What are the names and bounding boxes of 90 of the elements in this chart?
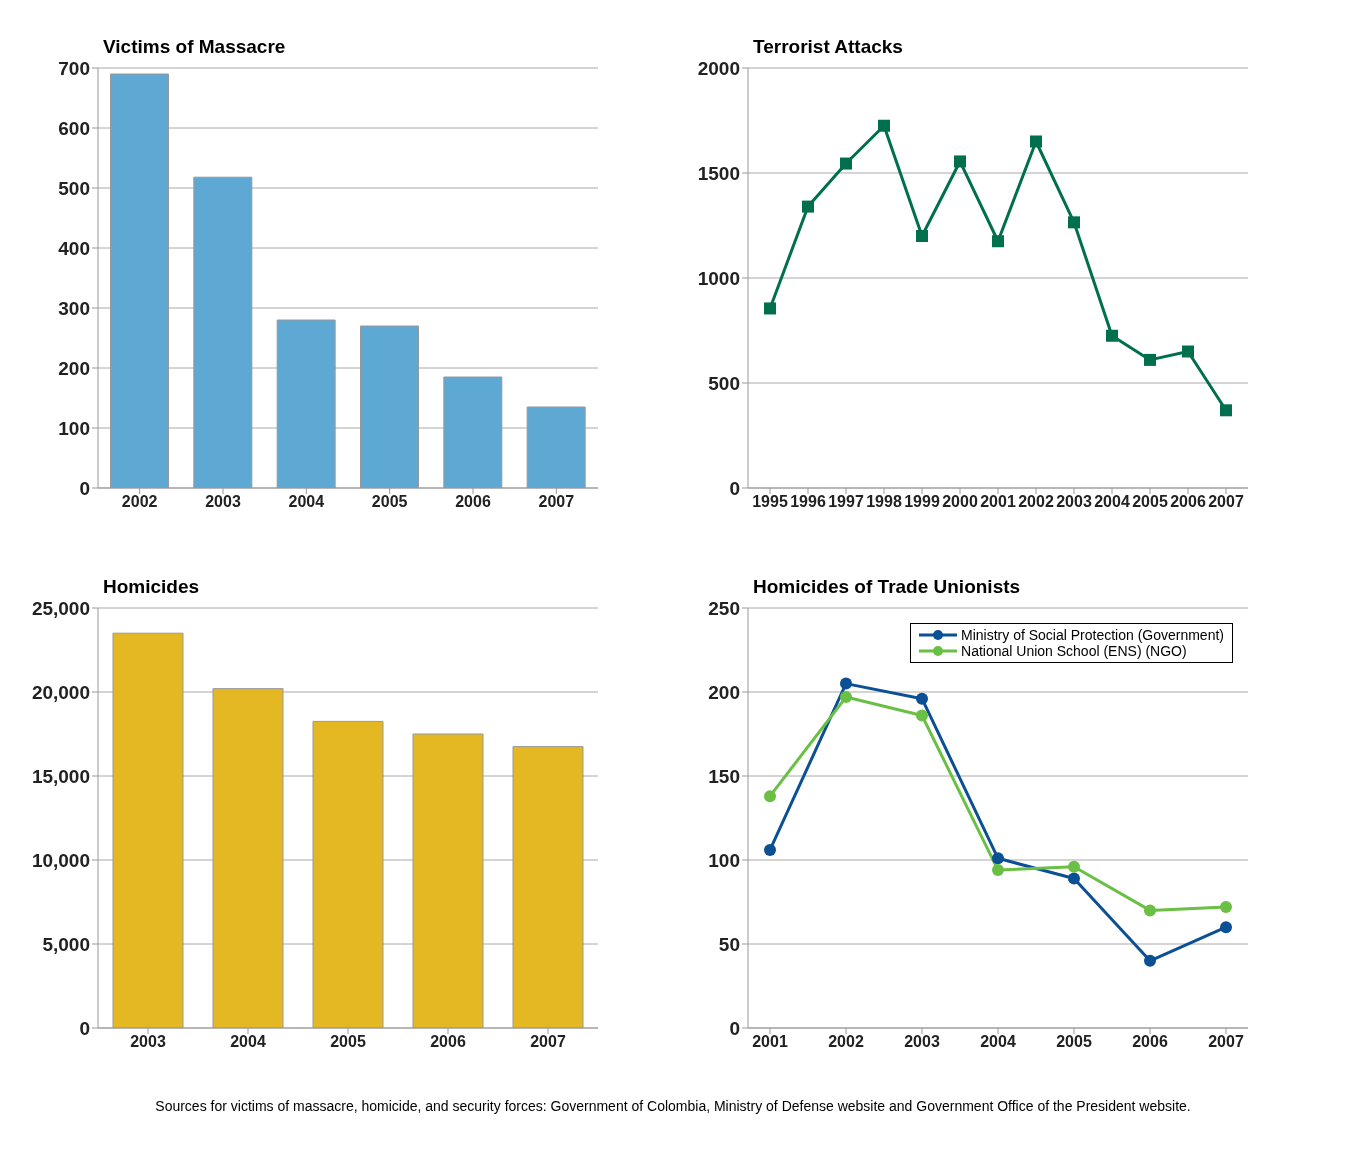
x-tick-label: 2003: [1056, 493, 1092, 511]
point: [1106, 329, 1118, 342]
x-tick-label: 2001: [980, 493, 1016, 511]
x-tick-label: 2004: [230, 1033, 266, 1051]
y-tick-label: 0: [729, 1017, 740, 1039]
x-tick-label: 1996: [790, 493, 826, 511]
point: [1220, 901, 1232, 914]
x-tick-label: 1999: [904, 493, 940, 511]
point: [840, 691, 852, 704]
point: [916, 230, 928, 242]
y-tick-label: 600: [58, 117, 90, 139]
x-tick-label: 2007: [538, 493, 575, 511]
y-tick-label: 5,000: [42, 933, 90, 955]
x-tick-label: 2006: [1170, 493, 1206, 511]
legend-label: National Union School (ENS) (NGO): [961, 643, 1187, 659]
x-tick-label: 2007: [1208, 1033, 1244, 1051]
y-tick-label: 1500: [697, 162, 740, 184]
y-tick-label: 150: [708, 765, 740, 787]
point: [1220, 404, 1232, 417]
point: [840, 157, 852, 170]
y-tick-label: 1000: [697, 267, 740, 289]
x-tick-label: 2002: [121, 493, 158, 511]
point: [840, 677, 852, 690]
x-tick-label: 2002: [828, 1033, 864, 1051]
x-tick-label: 1998: [866, 493, 902, 511]
point: [1068, 860, 1080, 873]
point: [1144, 954, 1156, 967]
y-tick-label: 25,000: [31, 597, 90, 619]
chart-title: Homicides: [103, 576, 200, 598]
y-tick-label: 0: [79, 1017, 90, 1039]
point: [764, 843, 776, 856]
x-tick-label: 2007: [530, 1033, 566, 1051]
point: [916, 692, 928, 705]
point: [1220, 921, 1232, 934]
y-tick-label: 700: [58, 57, 90, 79]
y-tick-label: 2000: [697, 57, 740, 79]
x-tick-label: 2005: [371, 493, 408, 511]
y-tick-label: 500: [58, 177, 90, 199]
y-tick-label: 300: [58, 297, 90, 319]
x-tick-label: 2005: [1056, 1033, 1092, 1051]
y-tick-label: 20,000: [31, 681, 90, 703]
x-tick-label: 2003: [904, 1033, 940, 1051]
x-tick-label: 2004: [288, 493, 325, 511]
point: [992, 235, 1004, 248]
chart-title: Homicides of Trade Unionists: [753, 576, 1021, 598]
x-tick-label: 1995: [752, 493, 788, 511]
x-tick-label: 2006: [455, 493, 491, 511]
chart-title: Victims of Massacre: [103, 36, 286, 58]
x-tick-label: 2004: [1094, 493, 1130, 511]
y-tick-label: 50: [718, 933, 740, 955]
point: [916, 709, 928, 722]
x-tick-label: 2005: [330, 1033, 366, 1051]
point: [764, 790, 776, 803]
x-tick-label: 2000: [942, 493, 978, 511]
point: [1144, 353, 1156, 366]
x-tick-label: 2007: [1208, 493, 1244, 511]
y-tick-label: 250: [708, 597, 740, 619]
point: [954, 155, 966, 168]
legend-label: Ministry of Social Protection (Government): [961, 627, 1224, 643]
y-tick-label: 0: [79, 477, 90, 499]
y-tick-label: 100: [708, 849, 740, 871]
y-tick-label: 200: [708, 681, 740, 703]
chart-title: Terrorist Attacks: [753, 36, 903, 58]
point: [878, 119, 890, 132]
y-tick-label: 200: [58, 357, 90, 379]
x-tick-label: 2002: [1018, 493, 1054, 511]
x-tick-label: 2001: [752, 1033, 788, 1051]
y-tick-label: 10,000: [31, 849, 90, 871]
y-tick-label: 500: [708, 372, 740, 394]
point: [1068, 216, 1080, 229]
point: [992, 864, 1004, 877]
point: [764, 302, 776, 315]
x-tick-label: 1997: [828, 493, 864, 511]
x-tick-label: 2003: [130, 1033, 166, 1051]
point: [1144, 904, 1156, 917]
point: [1182, 345, 1194, 358]
y-tick-label: 400: [58, 237, 90, 259]
x-tick-label: 2004: [980, 1033, 1016, 1051]
source-note: Sources for victims of massacre, homicide, and security forces: Government of Colombia, Ministry of Defense website and Government Office of the President website.: [154, 1098, 1192, 1114]
y-tick-label: 100: [58, 417, 90, 439]
x-tick-label: 2005: [1132, 493, 1168, 511]
x-tick-label: 2006: [430, 1033, 466, 1051]
point: [802, 200, 814, 213]
point: [1030, 135, 1042, 148]
x-tick-label: 2003: [205, 493, 241, 511]
y-tick-label: 15,000: [31, 765, 90, 787]
x-tick-label: 2006: [1132, 1033, 1168, 1051]
point: [992, 852, 1004, 865]
point: [1068, 872, 1080, 885]
y-tick-label: 0: [729, 477, 740, 499]
